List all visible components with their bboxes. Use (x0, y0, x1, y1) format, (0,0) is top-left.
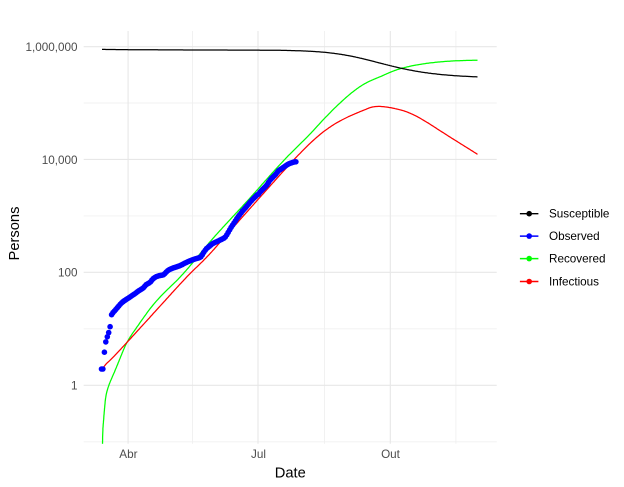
svg-text:100: 100 (58, 267, 78, 280)
svg-text:Persons: Persons (7, 207, 23, 261)
svg-text:1,000,000: 1,000,000 (26, 41, 78, 54)
svg-text:Observed: Observed (549, 230, 600, 243)
svg-text:Out: Out (381, 448, 401, 461)
svg-text:10,000: 10,000 (42, 154, 78, 167)
svg-text:Recovered: Recovered (549, 253, 606, 266)
svg-text:Infectious: Infectious (549, 276, 599, 289)
svg-text:Susceptible: Susceptible (549, 208, 609, 221)
svg-text:Abr: Abr (119, 448, 137, 461)
svg-text:1: 1 (71, 380, 78, 393)
svg-text:Date: Date (275, 466, 306, 482)
svg-text:Jul: Jul (251, 448, 266, 461)
